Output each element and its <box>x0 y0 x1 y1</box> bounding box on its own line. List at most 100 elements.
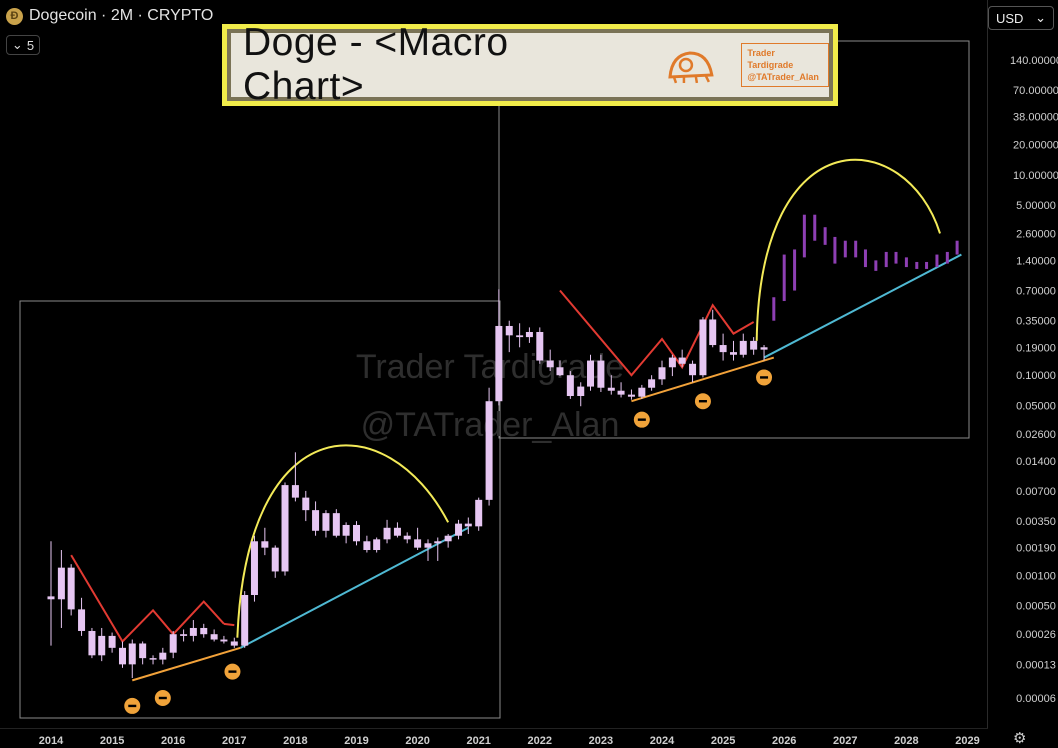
candle-body <box>393 527 401 536</box>
symbol-title: Dogecoin · 2M · CRYPTO <box>29 7 214 24</box>
candle-body <box>424 543 432 548</box>
candle-body <box>47 596 55 600</box>
banner-title: Doge - <Macro Chart> <box>243 21 509 108</box>
tardigrade-logo-icon <box>667 51 714 84</box>
candle-body <box>729 352 737 355</box>
candle-body <box>128 643 136 665</box>
projection-bar <box>935 254 939 268</box>
low-marker-minus <box>637 418 646 421</box>
candle-body <box>139 643 147 659</box>
y-tick-label: 0.19000 <box>1016 342 1056 354</box>
candle-body <box>577 386 585 397</box>
x-tick-label: 2024 <box>650 735 675 747</box>
candle-body <box>302 497 310 511</box>
candle-body <box>668 357 676 368</box>
candle-body <box>699 319 707 376</box>
y-tick-label: 0.00026 <box>1016 629 1056 641</box>
candle-body <box>169 634 177 653</box>
low-marker-minus <box>698 400 707 403</box>
symbol-header[interactable]: Ð Dogecoin · 2M · CRYPTO <box>6 7 213 25</box>
candle-body <box>403 535 411 540</box>
orange-support-1 <box>131 646 241 682</box>
orange-support-2 <box>631 356 775 403</box>
x-tick-label: 2014 <box>39 735 64 747</box>
x-axis-line <box>0 728 988 729</box>
candle-body <box>648 379 656 388</box>
candle-body <box>658 367 666 380</box>
candle-body <box>444 535 452 542</box>
indicator-count: 5 <box>26 37 35 53</box>
projection-bar <box>802 214 806 258</box>
candle-body <box>495 325 503 402</box>
candle-body <box>57 567 65 600</box>
y-tick-label: 2.60000 <box>1016 228 1056 240</box>
candle-body <box>597 360 605 388</box>
y-tick-label: 0.00050 <box>1016 601 1056 613</box>
low-markers <box>124 369 773 714</box>
projection-bar <box>772 297 776 321</box>
candle-body <box>455 523 463 536</box>
indicator-toggle[interactable]: ⌄ 5 <box>6 35 40 55</box>
candle-body <box>342 524 350 536</box>
x-tick-label: 2016 <box>161 735 185 747</box>
y-tick-label: 38.00000 <box>1013 112 1058 124</box>
x-tick-label: 2020 <box>405 735 429 747</box>
x-tick-label: 2026 <box>772 735 796 747</box>
candle-body <box>536 331 544 361</box>
y-tick-label: 0.00100 <box>1016 571 1056 583</box>
candle-body <box>607 387 615 391</box>
candle-body <box>98 635 106 656</box>
settings-gear-icon[interactable]: ⚙ <box>1013 730 1027 747</box>
projection-bar <box>874 260 878 271</box>
logo-line2: @TATrader_Alan <box>747 72 819 82</box>
candle-body <box>525 331 533 338</box>
x-tick-label: 2023 <box>589 735 613 747</box>
candle-body <box>739 340 747 355</box>
y-tick-label: 0.00700 <box>1016 486 1056 498</box>
y-tick-label: 1.40000 <box>1016 255 1056 267</box>
y-axis: 140.00000 70.00000 38.00000 20.00000 10.0000… <box>1010 55 1058 705</box>
low-marker-minus <box>128 704 137 708</box>
y-tick-label: 0.00190 <box>1016 543 1056 555</box>
candle-body <box>67 567 75 610</box>
candle-body <box>312 510 320 531</box>
projection-bars <box>772 214 959 321</box>
currency-select[interactable]: USD ⌄ <box>988 6 1054 30</box>
yellow-arc-1 <box>236 444 450 638</box>
logo-text: Trader Tardigrade @TATrader_Alan <box>741 43 830 87</box>
candle-body <box>566 375 574 397</box>
candle-body <box>353 524 360 542</box>
projection-bar <box>813 214 817 241</box>
y-tick-label: 0.02600 <box>1016 429 1056 441</box>
title-banner: Doge - <Macro Chart> Trader Tardigrade @… <box>222 21 838 108</box>
low-marker-minus <box>228 670 237 673</box>
x-tick-label: 2028 <box>894 735 918 747</box>
projection-bar <box>833 236 837 264</box>
cycle-box-1 <box>19 300 501 719</box>
blue-trendline-1 <box>239 526 469 649</box>
candle-body <box>108 635 116 648</box>
x-axis: 2014 2015 2016 2017 2018 2019 2020 2021 2022 2023… <box>39 735 980 747</box>
candle-body <box>750 340 758 350</box>
dogecoin-icon: Ð <box>6 7 23 25</box>
y-tick-label: 0.35000 <box>1016 316 1056 328</box>
candle-body <box>230 641 238 646</box>
candle-body <box>617 390 625 395</box>
candle-body <box>464 523 472 527</box>
candle-body <box>363 541 371 551</box>
y-tick-label: 0.00013 <box>1016 659 1056 671</box>
x-tick-label: 2025 <box>711 735 735 747</box>
red-zigzag-1-arrow <box>223 622 235 627</box>
chevron-down-icon: ⌄ <box>1035 10 1046 25</box>
candle-body <box>180 634 188 636</box>
candle-body <box>159 652 167 660</box>
candles <box>47 289 768 679</box>
watermark-line1: Trader Tardigrade <box>356 348 624 386</box>
candle-body <box>261 541 269 548</box>
watermark: Trader Tardigrade @TATrader_Alan <box>356 348 624 444</box>
candle-body <box>220 639 228 642</box>
low-marker-minus <box>760 376 769 379</box>
candle-body <box>475 499 483 527</box>
candle-body <box>88 630 96 656</box>
